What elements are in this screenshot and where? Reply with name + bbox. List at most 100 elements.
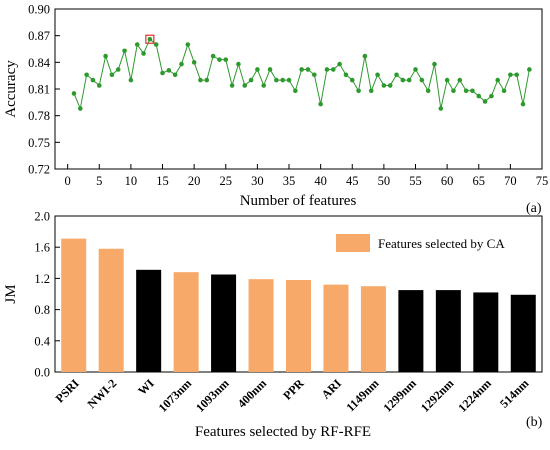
accuracy-point bbox=[141, 51, 146, 56]
jm-bar bbox=[211, 274, 237, 372]
accuracy-x-tick-label: 0 bbox=[65, 174, 71, 188]
jm-bar bbox=[98, 248, 124, 372]
accuracy-point bbox=[305, 67, 311, 72]
accuracy-x-tick-label: 20 bbox=[188, 174, 201, 188]
accuracy-x-tick-label: 50 bbox=[378, 174, 391, 188]
accuracy-y-tick-label: 0.75 bbox=[28, 136, 50, 150]
accuracy-x-tick-label: 5 bbox=[96, 174, 102, 188]
accuracy-point bbox=[103, 53, 108, 59]
accuracy-point bbox=[343, 72, 349, 78]
accuracy-point bbox=[128, 77, 134, 83]
accuracy-y-tick-label: 0.87 bbox=[28, 29, 50, 43]
accuracy-x-tick-label: 70 bbox=[504, 174, 517, 188]
jm-y-tick-label: 2.0 bbox=[34, 210, 50, 224]
accuracy-point bbox=[274, 77, 279, 83]
jm-y-ticks: 0.0 0.4 0.8 1.2 1.6 2.0 bbox=[34, 210, 60, 380]
jm-bar bbox=[435, 290, 461, 372]
accuracy-point bbox=[255, 67, 260, 72]
accuracy-point bbox=[217, 57, 222, 62]
jm-y-tick-label: 0.0 bbox=[34, 366, 50, 380]
accuracy-point bbox=[84, 72, 89, 78]
accuracy-point bbox=[324, 67, 330, 72]
accuracy-point bbox=[470, 88, 475, 94]
accuracy-point bbox=[204, 77, 210, 83]
jm-y-tick-label: 1.2 bbox=[34, 272, 50, 286]
accuracy-point bbox=[438, 106, 444, 111]
accuracy-point bbox=[299, 67, 304, 72]
accuracy-x-tick-label: 75 bbox=[536, 174, 549, 188]
accuracy-point bbox=[387, 83, 393, 88]
accuracy-x-tick-label: 60 bbox=[441, 174, 454, 188]
accuracy-point bbox=[425, 88, 431, 94]
accuracy-point bbox=[375, 72, 380, 78]
accuracy-point bbox=[134, 42, 140, 47]
accuracy-x-ticks: 0 5 10 15 20 25 30 35 40 45 50 55 60 65 70 75 bbox=[65, 164, 549, 188]
accuracy-point bbox=[236, 61, 241, 67]
accuracy-point bbox=[457, 77, 463, 83]
jm-bar bbox=[173, 272, 199, 372]
accuracy-point bbox=[349, 77, 355, 83]
legend-label: Features selected by CA bbox=[378, 236, 505, 251]
accuracy-point bbox=[153, 42, 159, 47]
accuracy-point bbox=[527, 67, 532, 72]
accuracy-point bbox=[267, 67, 273, 72]
accuracy-point bbox=[444, 77, 450, 83]
jm-bar bbox=[360, 286, 386, 372]
jm-bar bbox=[248, 279, 274, 372]
accuracy-y-tick-label: 0.84 bbox=[28, 56, 51, 70]
accuracy-point bbox=[476, 93, 482, 99]
jm-bar bbox=[286, 279, 311, 372]
jm-bar bbox=[323, 284, 349, 372]
accuracy-point bbox=[96, 83, 102, 88]
jm-category-label: ARI bbox=[319, 376, 345, 402]
accuracy-point bbox=[198, 77, 203, 83]
jm-bars bbox=[61, 238, 536, 372]
accuracy-point bbox=[147, 36, 153, 42]
jm-y-tick-label: 0.4 bbox=[34, 334, 50, 348]
accuracy-point bbox=[451, 88, 456, 94]
jm-category-label: 1073nm bbox=[156, 376, 195, 415]
accuracy-point bbox=[394, 72, 399, 78]
accuracy-point bbox=[419, 77, 425, 83]
accuracy-point bbox=[191, 60, 197, 65]
accuracy-point bbox=[482, 99, 488, 104]
panel-b-label: (b) bbox=[526, 415, 543, 430]
accuracy-x-tick-label: 35 bbox=[283, 174, 296, 188]
jm-y-tick-label: 1.6 bbox=[34, 241, 50, 255]
accuracy-point bbox=[501, 88, 507, 94]
accuracy-point bbox=[312, 72, 317, 78]
legend-swatch bbox=[336, 234, 370, 252]
accuracy-point bbox=[495, 77, 501, 83]
accuracy-point bbox=[514, 72, 520, 78]
legend: Features selected by CA bbox=[336, 234, 505, 252]
accuracy-point bbox=[77, 106, 83, 111]
accuracy-point bbox=[413, 67, 418, 72]
jm-category-label: 1224nm bbox=[455, 376, 494, 415]
accuracy-x-tick-label: 15 bbox=[156, 174, 169, 188]
jm-category-label: 514nm bbox=[497, 376, 531, 410]
jm-category-label: 1292nm bbox=[418, 376, 457, 415]
accuracy-point bbox=[520, 101, 526, 107]
jm-category-label: PSRI bbox=[53, 376, 82, 405]
accuracy-point bbox=[242, 83, 248, 88]
accuracy-point bbox=[400, 77, 406, 83]
accuracy-points bbox=[71, 36, 532, 111]
jm-category-label: WI bbox=[135, 376, 157, 398]
accuracy-x-tick-label: 10 bbox=[125, 174, 138, 188]
accuracy-plot-frame bbox=[54, 8, 543, 170]
jm-bar bbox=[473, 292, 499, 372]
jm-bar bbox=[61, 238, 87, 372]
accuracy-point bbox=[337, 61, 342, 67]
jm-y-axis-title: JM bbox=[3, 284, 19, 303]
accuracy-point bbox=[122, 48, 127, 54]
accuracy-point bbox=[210, 53, 216, 59]
accuracy-y-tick-label: 0.72 bbox=[28, 163, 50, 177]
accuracy-point bbox=[293, 88, 298, 94]
jm-category-label: NWI-2 bbox=[84, 376, 119, 411]
accuracy-point bbox=[280, 77, 285, 83]
jm-bar bbox=[136, 269, 162, 372]
accuracy-x-tick-label: 40 bbox=[314, 174, 327, 188]
accuracy-y-ticks: 0.72 0.75 0.78 0.81 0.84 0.87 0.90 bbox=[28, 3, 60, 177]
